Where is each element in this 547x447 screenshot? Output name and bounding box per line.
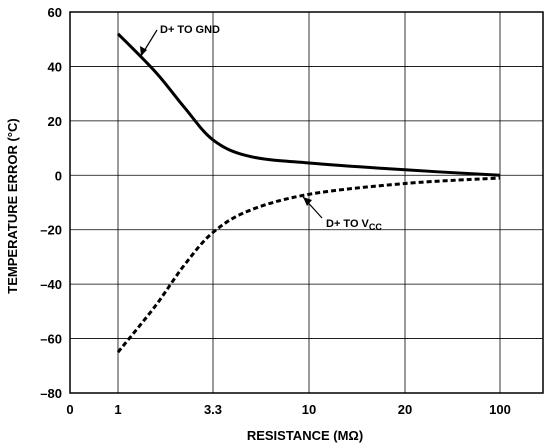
y-tick-label: –80: [40, 386, 62, 401]
x-tick-label: 10: [302, 402, 316, 417]
y-tick-label: –40: [40, 277, 62, 292]
x-tick-label: 20: [398, 402, 412, 417]
series-line-d-gnd: [116, 32, 501, 177]
y-tick-label: –60: [40, 332, 62, 347]
annotation-arrowhead-gnd: [140, 46, 147, 56]
x-tick-label: 0: [66, 402, 73, 417]
annotation-vcc-main: D+ TO V: [326, 218, 370, 230]
y-tick-label: 60: [48, 5, 62, 20]
tick-labels: 60 40 20 0 –20 –40 –60 –80 0 1 3.3 10 20 100: [40, 5, 511, 417]
x-tick-label: 1: [114, 402, 121, 417]
x-axis-label: RESISTANCE (MΩ): [247, 428, 363, 443]
series-line-d-vcc: [116, 176, 501, 354]
x-tick-label: 100: [489, 402, 511, 417]
plot-frame: [69, 11, 544, 394]
y-tick-label: 40: [48, 59, 62, 74]
annotation-arrowhead-vcc: [303, 197, 312, 206]
y-tick-label: 20: [48, 114, 62, 129]
x-tick-label: 3.3: [204, 402, 222, 417]
annotation-gnd: D+ TO GND: [160, 24, 220, 36]
series-layer: [116, 32, 501, 354]
annotation-vcc: D+ TO VCC: [326, 218, 382, 232]
annotation-vcc-sub: CC: [369, 222, 382, 232]
y-axis-label: TEMPERATURE ERROR (°C): [5, 118, 20, 293]
y-tick-label: 0: [55, 168, 62, 183]
y-tick-label: –20: [40, 223, 62, 238]
